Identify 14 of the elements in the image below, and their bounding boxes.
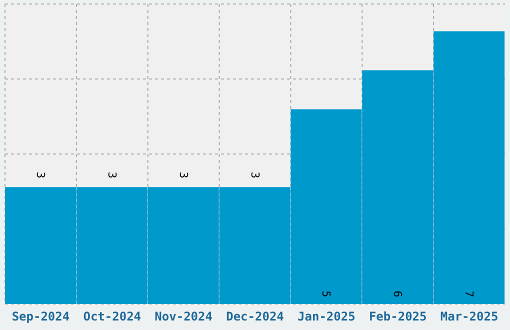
data-label: 3 <box>248 172 262 178</box>
x-tick-label: Nov-2024 <box>154 310 212 324</box>
data-label: 3 <box>34 172 47 178</box>
data-label: 7 <box>462 290 476 298</box>
x-tick-label: Dec-2024 <box>226 310 284 324</box>
x-tick-label: Sep-2024 <box>12 310 70 324</box>
x-tick-label: Oct-2024 <box>83 310 142 324</box>
data-label: 3 <box>176 172 190 178</box>
x-tick-label: Feb-2025 <box>368 310 427 324</box>
x-tick-label: Jan-2025 <box>298 310 356 324</box>
data-label: 5 <box>320 290 333 298</box>
data-label: 6 <box>391 290 404 298</box>
data-label: 3 <box>105 172 118 178</box>
x-tick-label: Mar-2025 <box>440 310 498 324</box>
